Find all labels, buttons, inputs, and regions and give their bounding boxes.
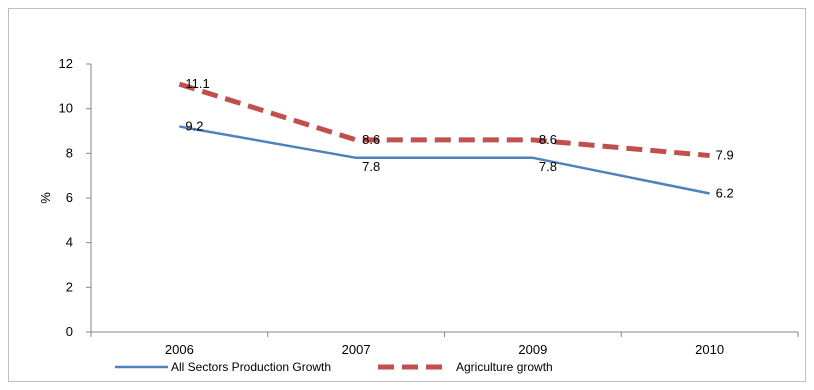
y-tick-label: 4 — [66, 235, 73, 250]
data-label: 7.9 — [716, 148, 734, 163]
data-label: 8.6 — [362, 132, 380, 147]
data-label: 9.2 — [185, 119, 203, 134]
data-label: 6.2 — [716, 186, 734, 201]
axes: 0 2 4 6 8 10 12 2006 2007 2009 2010 — [59, 56, 799, 357]
data-label: 11.1 — [185, 76, 209, 91]
x-tick-label: 2009 — [518, 342, 547, 357]
series-line-agriculture — [178, 81, 710, 159]
legend: All Sectors Production Growth Agriculture… — [115, 360, 553, 374]
x-tick-label: 2006 — [165, 342, 194, 357]
y-tick-label: 6 — [66, 190, 73, 205]
chart-frame — [8, 8, 806, 382]
legend-label: Agriculture growth — [456, 360, 553, 374]
series-layer — [178, 81, 710, 195]
data-label: 7.8 — [539, 159, 557, 174]
series-line-all-sectors — [179, 125, 710, 195]
y-tick-label: 2 — [66, 279, 73, 294]
data-label: 8.6 — [539, 132, 557, 147]
data-labels: 9.2 7.8 7.8 6.2 11.1 8.6 8.6 7.9 — [185, 76, 733, 200]
y-axis-title: % — [38, 192, 53, 204]
legend-label: All Sectors Production Growth — [171, 360, 331, 374]
x-tick-label: 2010 — [695, 342, 724, 357]
data-label: 7.8 — [362, 159, 380, 174]
y-tick-label: 12 — [59, 56, 73, 71]
y-tick-label: 10 — [59, 101, 73, 116]
y-tick-label: 8 — [66, 145, 73, 160]
y-tick-label: 0 — [66, 324, 73, 339]
x-tick-label: 2007 — [342, 342, 371, 357]
